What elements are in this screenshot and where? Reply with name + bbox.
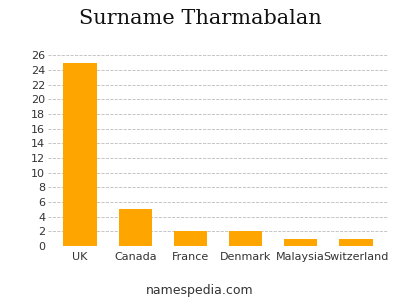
Bar [340, 239, 372, 246]
Text: namespedia.com: namespedia.com [146, 284, 254, 297]
Bar [284, 239, 317, 246]
Bar [119, 209, 152, 246]
Text: Surname Tharmabalan: Surname Tharmabalan [79, 9, 321, 28]
Bar [229, 231, 262, 246]
Bar [64, 63, 96, 246]
Bar [174, 231, 207, 246]
